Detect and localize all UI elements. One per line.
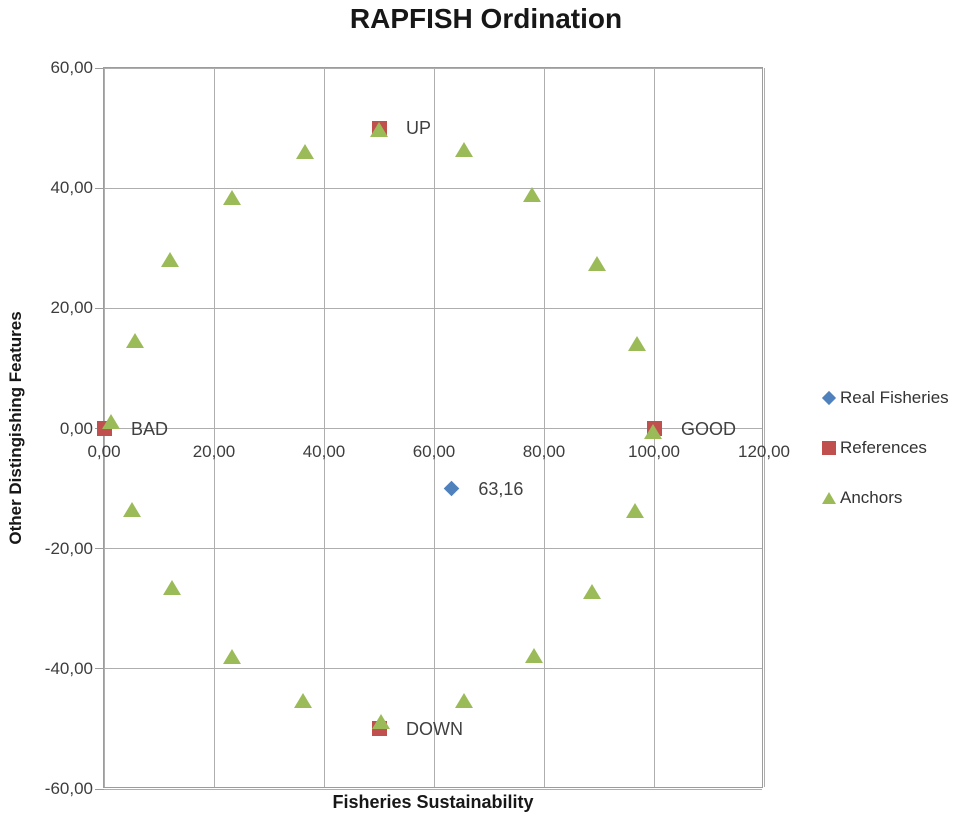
anchors-marker <box>223 189 242 205</box>
anchors-marker <box>523 187 542 203</box>
gridline-horizontal <box>104 67 762 69</box>
y-axis-tick <box>95 67 104 69</box>
references-legend-square-icon <box>821 440 837 456</box>
legend-label-anchors: Anchors <box>840 487 903 507</box>
x-tick-label: 60,00 <box>412 441 456 461</box>
chart-title: RAPFISH Ordination <box>349 3 623 34</box>
y-axis-tick <box>95 307 104 309</box>
anchors-marker <box>125 332 144 348</box>
diamond-icon <box>821 390 837 405</box>
legend-label-real-fisheries: Real Fisheries <box>840 387 949 407</box>
anchors-marker <box>161 252 179 268</box>
y-tick-label: 40,00 <box>50 178 93 198</box>
gridline-vertical <box>433 68 435 787</box>
legend-item-references: References <box>821 436 949 459</box>
y-tick-label: -20,00 <box>44 538 93 558</box>
gridline-horizontal <box>104 307 762 309</box>
x-tick-label: 80,00 <box>522 441 566 461</box>
point-label-bad: BAD <box>131 418 169 439</box>
anchors-marker <box>583 583 602 599</box>
anchors-marker <box>370 122 388 138</box>
y-tick-label: -60,00 <box>44 779 93 798</box>
anchors-marker <box>455 693 474 709</box>
y-tick-label: -40,00 <box>44 658 93 678</box>
triangle-icon <box>822 491 836 504</box>
anchors-marker <box>102 414 121 430</box>
gridline-vertical <box>763 68 765 787</box>
y-tick-label: 0,00 <box>59 418 93 438</box>
x-tick-label: 120,00 <box>738 441 790 461</box>
gridline-horizontal <box>104 548 762 550</box>
square-icon <box>822 440 836 455</box>
y-axis-tick <box>95 788 104 790</box>
point-label-63-16: 63,16 <box>478 478 524 499</box>
y-tick-label: 20,00 <box>50 298 93 318</box>
x-tick-label: 100,00 <box>628 441 680 461</box>
anchors-marker <box>163 580 182 596</box>
anchors-marker <box>454 141 473 157</box>
anchors-marker <box>625 503 644 519</box>
point-label-good: GOOD <box>681 418 737 439</box>
x-tick-label: 20,00 <box>192 441 236 461</box>
y-tick-label: 60,00 <box>50 58 93 77</box>
x-axis-title: Fisheries Sustainability <box>332 792 534 812</box>
legend-item-anchors: Anchors <box>821 486 949 509</box>
anchors-marker <box>123 501 142 517</box>
x-tick-label: 0,00 <box>87 441 121 461</box>
y-axis-tick <box>95 548 104 550</box>
gridline-horizontal <box>104 428 762 429</box>
anchors-marker <box>588 256 607 272</box>
gridline-vertical <box>543 68 545 787</box>
anchors-marker <box>643 423 662 439</box>
y-axis-title: Other Distingishing Features <box>6 311 25 545</box>
gridline-horizontal <box>104 187 762 189</box>
plot-area: 0,00 20,00 40,00 60,00 80,00 100,00 120,00 60,0… <box>45 58 790 798</box>
gridline-vertical <box>213 68 215 787</box>
point-label-down: DOWN <box>406 718 463 739</box>
real-fisheries-marker <box>443 480 460 497</box>
y-axis-tick <box>95 668 104 670</box>
legend-item-real-fisheries: Real Fisheries <box>821 386 949 409</box>
point-label-up: UP <box>406 118 432 139</box>
anchors-marker <box>627 336 646 352</box>
legend-label-references: References <box>840 437 927 457</box>
x-tick-label: 40,00 <box>302 441 346 461</box>
legend: Real Fisheries References Anchors <box>821 386 949 509</box>
anchors-marker <box>371 714 390 730</box>
anchors-marker <box>524 647 543 663</box>
gridline-horizontal <box>104 788 762 790</box>
anchors-legend-triangle-icon <box>821 490 837 506</box>
y-axis-tick <box>95 187 104 189</box>
anchors-marker <box>294 692 313 708</box>
gridline-vertical <box>323 68 325 787</box>
anchors-marker <box>296 144 315 160</box>
gridline-horizontal <box>104 668 762 670</box>
anchors-marker <box>222 648 241 664</box>
real-fisheries-legend-diamond-icon <box>821 390 837 406</box>
